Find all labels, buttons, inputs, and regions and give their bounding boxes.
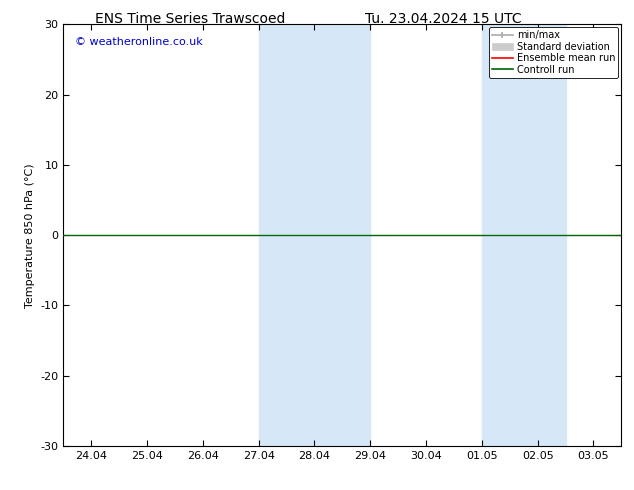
Text: Tu. 23.04.2024 15 UTC: Tu. 23.04.2024 15 UTC: [365, 12, 522, 26]
Text: © weatheronline.co.uk: © weatheronline.co.uk: [75, 37, 202, 47]
Y-axis label: Temperature 850 hPa (°C): Temperature 850 hPa (°C): [25, 163, 35, 308]
Bar: [482, 24, 566, 446]
Bar: [259, 24, 370, 446]
Text: ENS Time Series Trawscoed: ENS Time Series Trawscoed: [95, 12, 285, 26]
Legend: min/max, Standard deviation, Ensemble mean run, Controll run: min/max, Standard deviation, Ensemble me…: [489, 27, 618, 77]
